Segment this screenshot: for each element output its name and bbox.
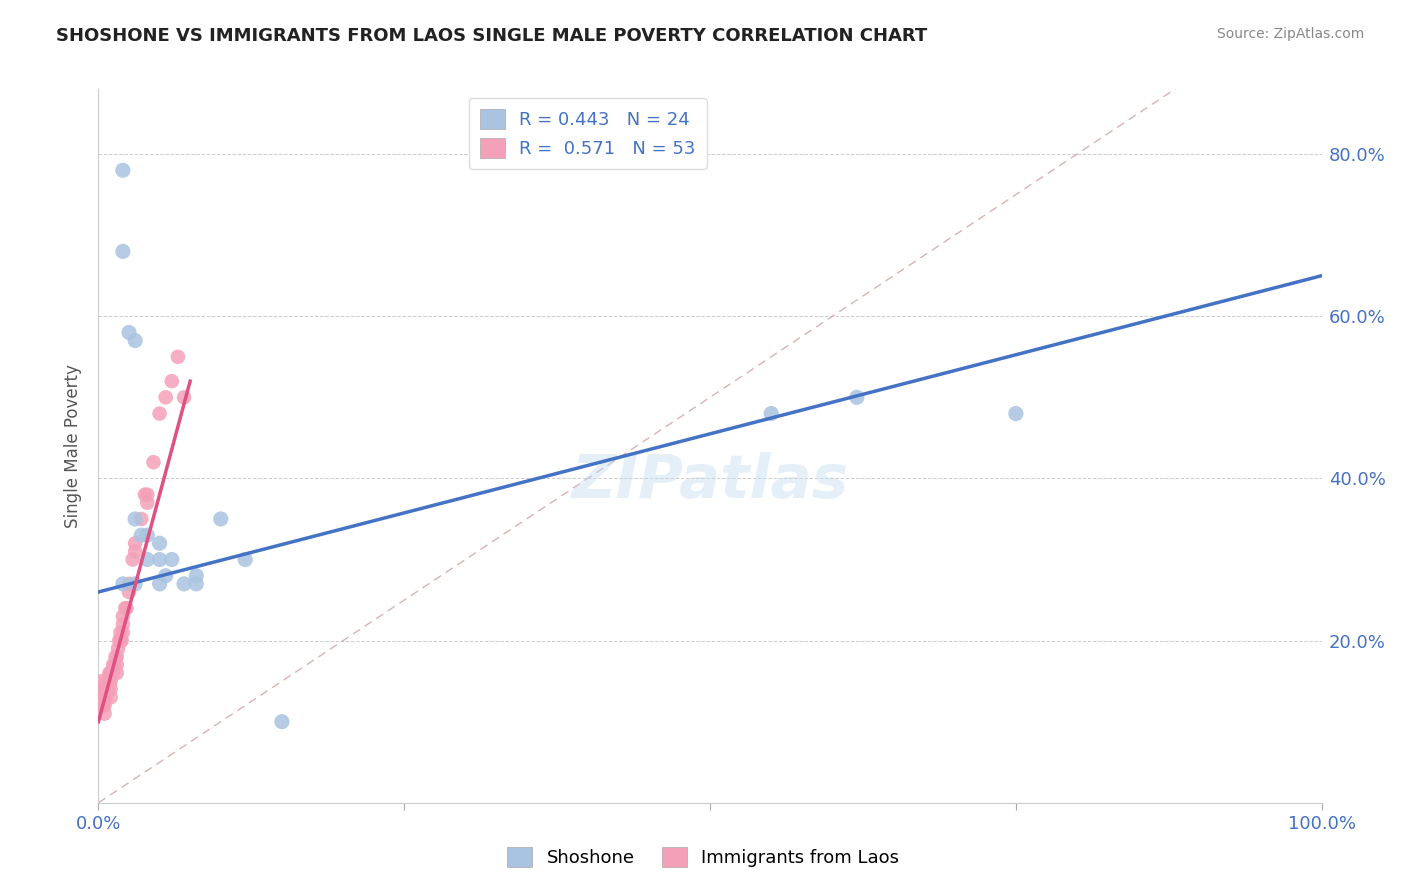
Point — [111, 609, 134, 624]
Legend: Shoshone, Immigrants from Laos: Shoshone, Immigrants from Laos — [499, 839, 907, 874]
Point — [209, 512, 232, 526]
Point — [160, 552, 183, 566]
Point — [167, 350, 190, 364]
Point — [97, 682, 120, 697]
Point — [108, 633, 131, 648]
Point — [115, 601, 138, 615]
Point — [93, 706, 115, 721]
Point — [98, 666, 121, 681]
Point — [124, 544, 146, 558]
Point — [100, 674, 122, 689]
Point — [96, 674, 118, 689]
Point — [142, 455, 165, 469]
Point — [110, 625, 132, 640]
Point — [129, 512, 152, 526]
Y-axis label: Single Male Poverty: Single Male Poverty — [65, 364, 83, 528]
Point — [186, 568, 208, 582]
Point — [94, 690, 117, 705]
Point — [98, 674, 121, 689]
Point — [104, 649, 127, 664]
Point — [101, 657, 124, 672]
Point — [124, 512, 146, 526]
Legend: R = 0.443   N = 24, R =  0.571   N = 53: R = 0.443 N = 24, R = 0.571 N = 53 — [468, 98, 707, 169]
Text: Source: ZipAtlas.com: Source: ZipAtlas.com — [1216, 27, 1364, 41]
Point — [173, 577, 195, 591]
Point — [155, 568, 177, 582]
Point — [105, 657, 128, 672]
Point — [129, 528, 152, 542]
Point — [134, 488, 156, 502]
Point — [186, 577, 208, 591]
Point — [155, 390, 177, 404]
Point — [100, 690, 122, 705]
Point — [136, 488, 159, 502]
Point — [91, 690, 114, 705]
Point — [270, 714, 294, 729]
Point — [91, 682, 114, 697]
Point — [90, 682, 112, 697]
Point — [93, 682, 115, 697]
Point — [107, 641, 129, 656]
Point — [111, 577, 134, 591]
Point — [173, 390, 195, 404]
Text: SHOSHONE VS IMMIGRANTS FROM LAOS SINGLE MALE POVERTY CORRELATION CHART: SHOSHONE VS IMMIGRANTS FROM LAOS SINGLE … — [56, 27, 928, 45]
Point — [121, 552, 143, 566]
Point — [100, 682, 122, 697]
Point — [96, 682, 118, 697]
Point — [111, 633, 134, 648]
Point — [91, 674, 114, 689]
Point — [136, 496, 159, 510]
Point — [149, 552, 172, 566]
Point — [124, 334, 146, 348]
Point — [110, 633, 132, 648]
Point — [136, 528, 159, 542]
Point — [114, 601, 136, 615]
Point — [91, 698, 114, 713]
Point — [1004, 407, 1026, 421]
Point — [111, 163, 134, 178]
Point — [149, 536, 172, 550]
Point — [118, 577, 141, 591]
Point — [845, 390, 868, 404]
Point — [233, 552, 256, 566]
Point — [149, 577, 172, 591]
Point — [118, 585, 141, 599]
Point — [149, 407, 172, 421]
Point — [118, 326, 141, 340]
Text: ZIPatlas: ZIPatlas — [571, 452, 849, 511]
Point — [94, 682, 117, 697]
Point — [761, 407, 783, 421]
Point — [105, 649, 128, 664]
Point — [103, 657, 125, 672]
Point — [101, 666, 124, 681]
Point — [160, 374, 183, 388]
Point — [111, 244, 134, 259]
Point — [124, 577, 146, 591]
Point — [93, 690, 115, 705]
Point — [100, 666, 122, 681]
Point — [111, 625, 134, 640]
Point — [97, 674, 120, 689]
Point — [93, 698, 115, 713]
Point — [111, 617, 134, 632]
Point — [105, 666, 128, 681]
Point — [124, 536, 146, 550]
Point — [136, 552, 159, 566]
